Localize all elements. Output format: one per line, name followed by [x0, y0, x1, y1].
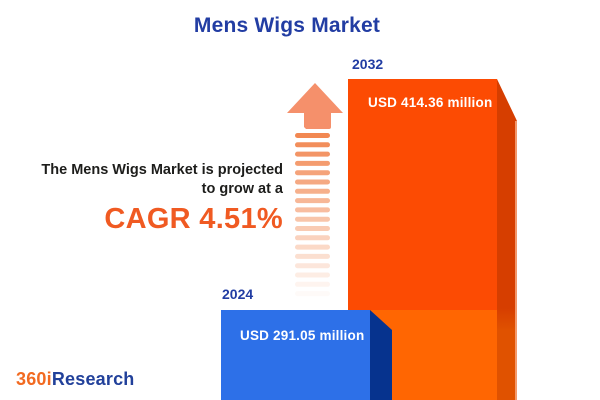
year-label-2032: 2032 [352, 56, 384, 72]
annotation-line-2: to grow at a [201, 181, 283, 197]
growth-annotation: The Mens Wigs Market is projected to gro… [0, 161, 283, 235]
bar-2032-side [497, 79, 517, 400]
bar-2032-value-label: USD 414.36 million [368, 95, 493, 110]
bar-2024-face [221, 310, 370, 400]
bar-2024-value-label: USD 291.05 million [240, 328, 365, 343]
cagr-value: CAGR 4.51% [104, 203, 283, 235]
page-title: Mens Wigs Market [193, 14, 381, 37]
logo-360i: 360i [16, 369, 52, 389]
growth-arrow-icon [280, 80, 350, 300]
annotation-line-1: The Mens Wigs Market is projected [41, 162, 283, 178]
bar-2024: USD 291.05 million [221, 310, 392, 400]
logo: 360iResearch [16, 369, 135, 390]
year-label-2024: 2024 [222, 286, 254, 302]
bar-2024-side [370, 310, 392, 400]
logo-research: Research [51, 369, 135, 389]
